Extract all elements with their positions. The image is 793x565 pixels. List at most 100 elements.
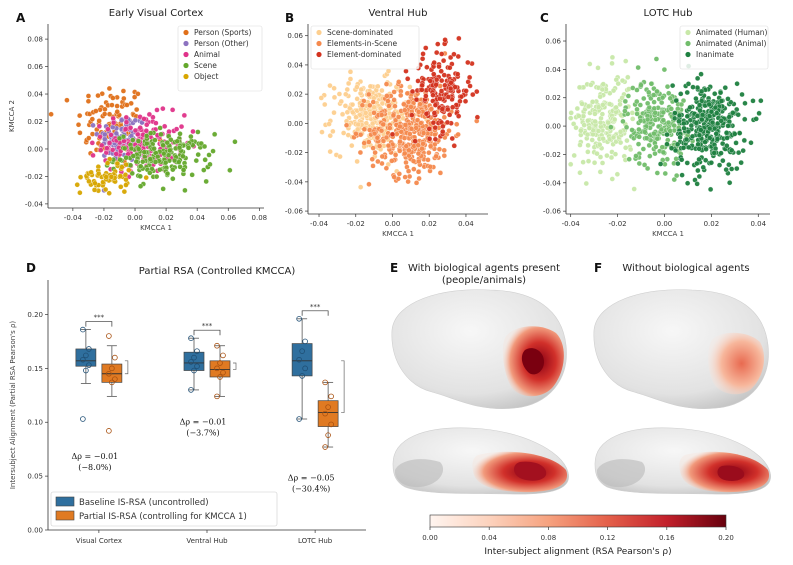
brain-f-lateral-view bbox=[593, 289, 769, 409]
colorbar-tick-label: 0.08 bbox=[541, 534, 557, 542]
scatter-point bbox=[586, 125, 593, 131]
scatter-point bbox=[440, 57, 447, 64]
scatter-point bbox=[420, 130, 427, 136]
scatter-point bbox=[449, 104, 456, 110]
box-point bbox=[194, 348, 200, 354]
scatter-point bbox=[694, 84, 701, 91]
y-tick-label: 0.02 bbox=[287, 91, 303, 99]
scatter-point bbox=[343, 122, 350, 128]
scatter-point bbox=[694, 113, 701, 119]
scatter-point bbox=[631, 186, 637, 192]
scatter-point bbox=[653, 56, 660, 62]
scatter-point bbox=[712, 145, 719, 152]
box-point bbox=[86, 346, 92, 352]
x-axis-label: KMCCA 1 bbox=[382, 230, 414, 238]
scatter-point bbox=[591, 160, 598, 166]
box-point bbox=[322, 379, 328, 386]
scatter-point bbox=[170, 176, 176, 182]
scatter-point bbox=[622, 145, 629, 151]
brain-panel-f: Without biological agents bbox=[593, 263, 771, 495]
scatter-point bbox=[120, 88, 127, 94]
scatter-point bbox=[359, 102, 366, 108]
scatter-point bbox=[344, 86, 350, 93]
scatter-point bbox=[415, 142, 421, 148]
scatter-point bbox=[445, 106, 451, 113]
scatter-point bbox=[574, 105, 581, 112]
scatter-point bbox=[129, 170, 135, 177]
scatter-point bbox=[354, 84, 360, 90]
scatter-point bbox=[99, 142, 105, 149]
scatter-point bbox=[211, 131, 218, 137]
scatter-point bbox=[441, 72, 447, 78]
scatter-point bbox=[345, 80, 352, 87]
scatter-point bbox=[402, 122, 409, 128]
scatter-point bbox=[371, 130, 378, 137]
scatter-point bbox=[685, 128, 692, 135]
box-point bbox=[188, 335, 194, 341]
scatter-point bbox=[339, 111, 346, 117]
scatter-point bbox=[354, 158, 360, 165]
scatter-point bbox=[677, 134, 683, 141]
colorbar-tick-label: 0.04 bbox=[481, 534, 497, 542]
scatter-point bbox=[343, 91, 349, 97]
scatter-point bbox=[431, 110, 438, 116]
scatter-point bbox=[372, 149, 378, 156]
scatter-point bbox=[672, 110, 678, 116]
scatter-point bbox=[433, 153, 439, 160]
scatter-point bbox=[375, 158, 381, 165]
y-tick-label: 0.00 bbox=[287, 120, 303, 128]
scatter-point bbox=[693, 95, 699, 102]
y-tick-label: -0.04 bbox=[25, 200, 44, 208]
scatter-point bbox=[122, 126, 129, 132]
scatter-point bbox=[444, 119, 451, 126]
delta-percent: (−3.7%) bbox=[186, 428, 219, 437]
scatter-point bbox=[672, 115, 678, 122]
scatter-point bbox=[86, 135, 92, 141]
scatter-point bbox=[395, 114, 402, 120]
scatter-point bbox=[434, 49, 440, 56]
scatter-point bbox=[114, 103, 120, 109]
scatter-point bbox=[181, 112, 188, 119]
y-tick-label: 0.08 bbox=[27, 36, 43, 44]
scatter-point bbox=[664, 156, 670, 162]
scatter-point bbox=[386, 103, 392, 109]
scatter-point bbox=[623, 124, 630, 130]
y-tick-label: -0.04 bbox=[285, 178, 304, 186]
scatter-point bbox=[432, 136, 439, 142]
scatter-point bbox=[585, 142, 591, 148]
scatter-point bbox=[404, 90, 411, 97]
scatter-point bbox=[666, 90, 672, 96]
scatter-point bbox=[605, 119, 611, 126]
scatter-point bbox=[201, 143, 208, 150]
delta-value: Δρ = −0.01 bbox=[180, 417, 227, 426]
scatter-point bbox=[644, 165, 651, 172]
scatter-point bbox=[581, 122, 587, 128]
scatter-point bbox=[568, 115, 574, 121]
scatter-point bbox=[344, 109, 351, 115]
scatter-point bbox=[445, 94, 452, 100]
scatter-point bbox=[124, 102, 130, 108]
scatter-point bbox=[619, 95, 625, 101]
scatter-point bbox=[160, 105, 166, 112]
scatter-point bbox=[436, 63, 442, 70]
box-point bbox=[106, 333, 112, 339]
scatter-point bbox=[369, 120, 376, 127]
scatter-point bbox=[734, 81, 740, 87]
scatter-point bbox=[425, 157, 431, 163]
scatter-point bbox=[133, 106, 140, 113]
scatter-point bbox=[756, 110, 762, 116]
scatter-point bbox=[88, 169, 94, 175]
scatter-point bbox=[416, 175, 422, 182]
box-point bbox=[188, 387, 194, 393]
scatter-point bbox=[608, 154, 615, 161]
scatter-point bbox=[132, 117, 138, 124]
scatter-point bbox=[580, 113, 587, 119]
scatter-point bbox=[110, 120, 117, 126]
scatter-point bbox=[137, 125, 143, 131]
box-point bbox=[217, 374, 223, 380]
scatter-point bbox=[671, 176, 677, 183]
scatter-point bbox=[363, 110, 369, 116]
box-body bbox=[317, 400, 339, 427]
scatter-point bbox=[735, 112, 741, 118]
